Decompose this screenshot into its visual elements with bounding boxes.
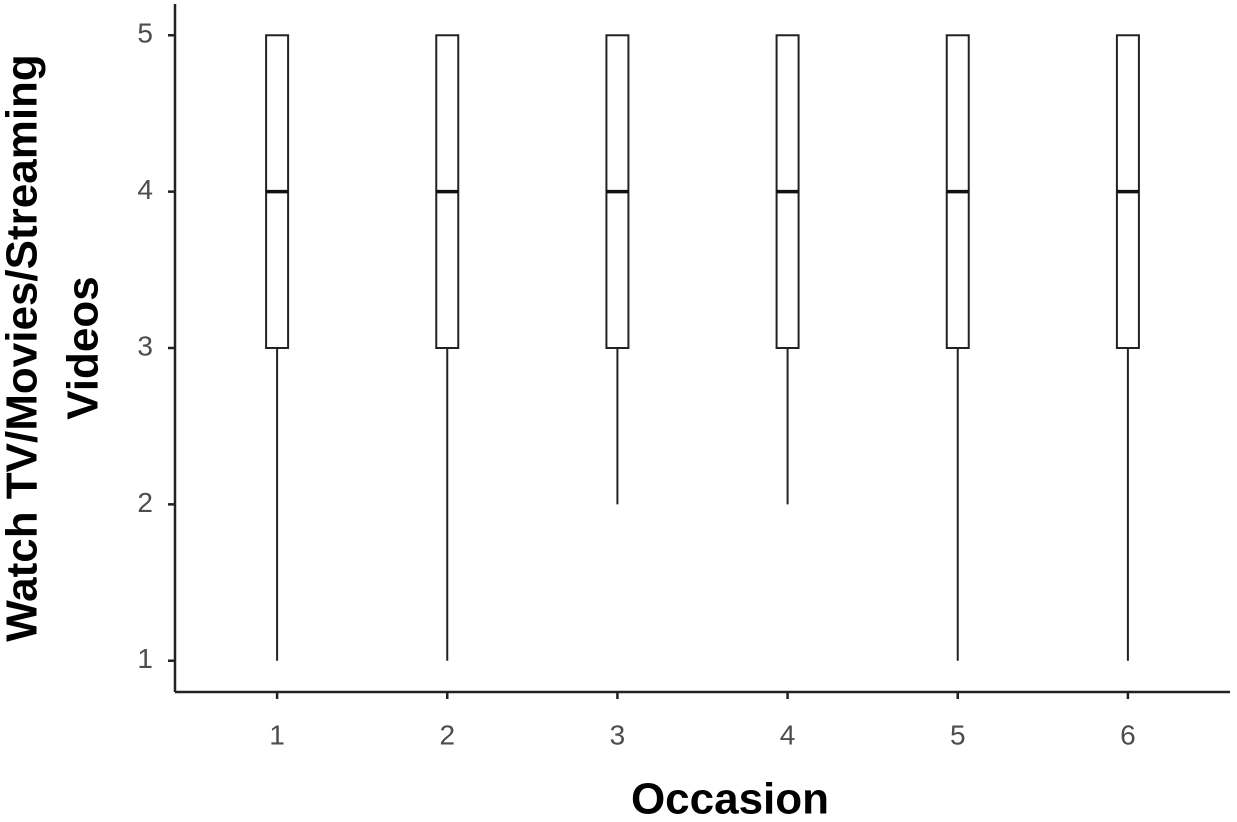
x-tick-label: 1 (269, 719, 285, 750)
x-tick-label: 3 (610, 719, 626, 750)
x-tick-label: 2 (439, 719, 455, 750)
y-tick-label: 1 (137, 643, 153, 674)
x-axis-title: Occasion (631, 775, 829, 822)
x-tick-label: 4 (780, 719, 796, 750)
y-axis-title: Watch TV/Movies/Streaming (0, 54, 47, 642)
y-tick-label: 3 (137, 330, 153, 361)
y-tick-label: 5 (137, 18, 153, 49)
x-tick-label: 6 (1120, 719, 1136, 750)
y-tick-label: 2 (137, 487, 153, 518)
y-axis-title: Videos (59, 276, 108, 419)
y-tick-label: 4 (137, 174, 153, 205)
x-tick-label: 5 (950, 719, 966, 750)
